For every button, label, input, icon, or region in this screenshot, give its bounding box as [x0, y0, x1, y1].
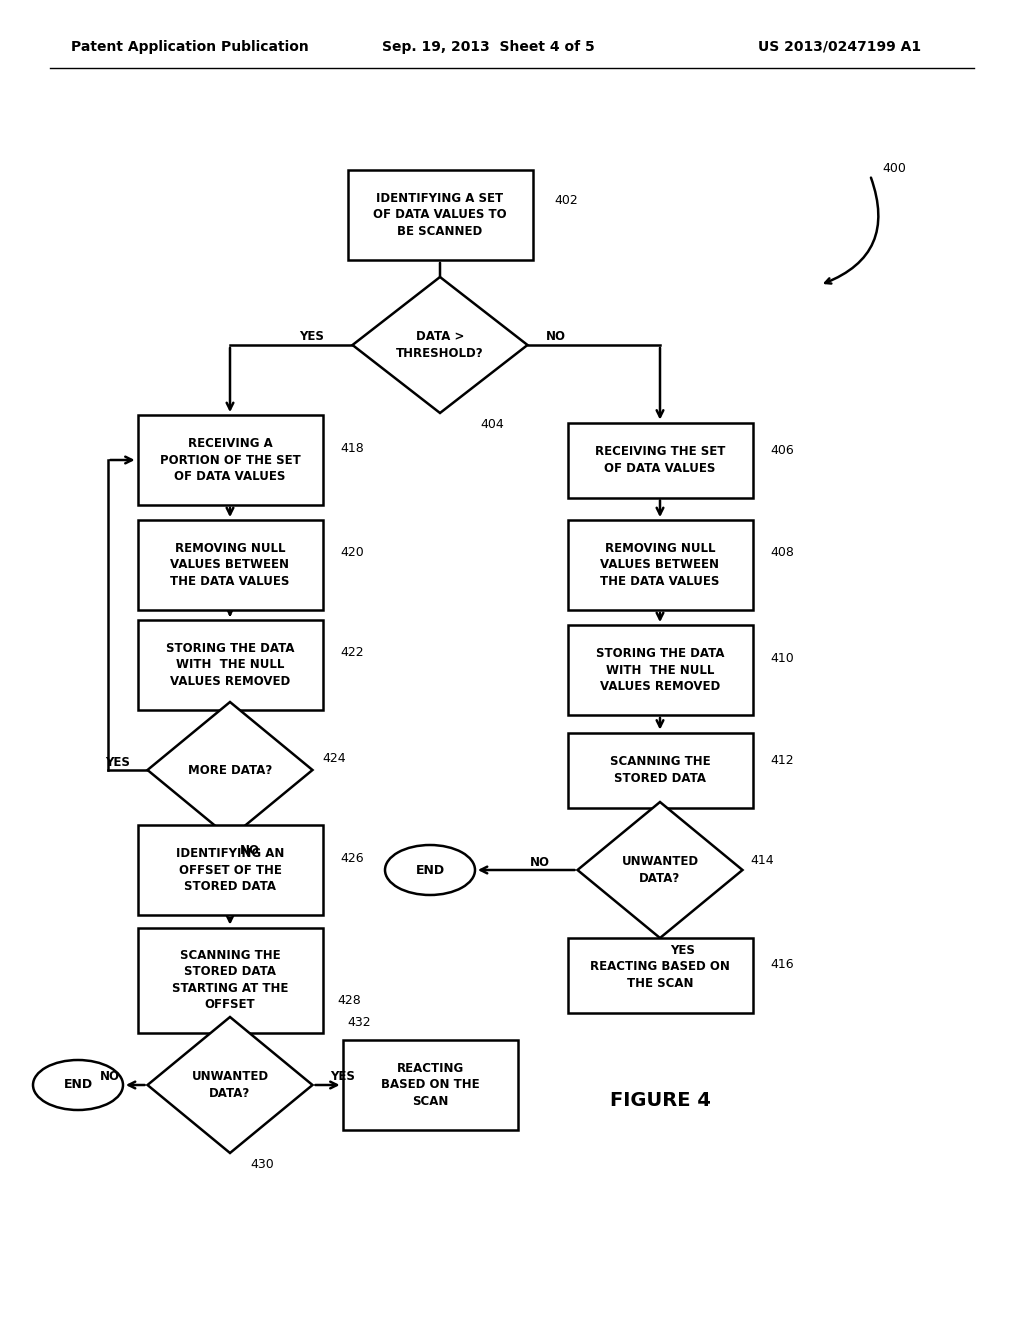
Text: 424: 424: [323, 751, 346, 764]
Text: 432: 432: [347, 1015, 371, 1028]
Text: STORING THE DATA
WITH  THE NULL
VALUES REMOVED: STORING THE DATA WITH THE NULL VALUES RE…: [596, 647, 724, 693]
Bar: [342, 1040, 517, 1130]
Text: MORE DATA?: MORE DATA?: [187, 763, 272, 776]
Text: 418: 418: [341, 441, 365, 454]
Text: NO: NO: [240, 843, 260, 857]
Bar: [137, 825, 323, 915]
Text: 422: 422: [341, 647, 365, 660]
Text: YES: YES: [300, 330, 325, 343]
Text: Patent Application Publication: Patent Application Publication: [71, 40, 309, 54]
Text: DATA >
THRESHOLD?: DATA > THRESHOLD?: [396, 330, 483, 360]
Text: NO: NO: [529, 855, 550, 869]
Text: STORING THE DATA
WITH  THE NULL
VALUES REMOVED: STORING THE DATA WITH THE NULL VALUES RE…: [166, 642, 294, 688]
Text: 416: 416: [770, 958, 795, 972]
Text: 428: 428: [338, 994, 361, 1006]
Bar: [567, 520, 753, 610]
Text: RECEIVING THE SET
OF DATA VALUES: RECEIVING THE SET OF DATA VALUES: [595, 445, 725, 475]
Text: 410: 410: [770, 652, 795, 664]
Text: UNWANTED
DATA?: UNWANTED DATA?: [191, 1071, 268, 1100]
Ellipse shape: [385, 845, 475, 895]
Text: YES: YES: [331, 1071, 355, 1084]
Text: 406: 406: [770, 444, 795, 457]
Text: NO: NO: [546, 330, 565, 343]
Bar: [567, 624, 753, 715]
Polygon shape: [147, 702, 312, 838]
Text: FIGURE 4: FIGURE 4: [609, 1090, 711, 1110]
Text: Sep. 19, 2013  Sheet 4 of 5: Sep. 19, 2013 Sheet 4 of 5: [382, 40, 594, 54]
Text: 412: 412: [770, 754, 795, 767]
Bar: [137, 414, 323, 506]
Bar: [137, 520, 323, 610]
Bar: [567, 733, 753, 808]
Bar: [567, 937, 753, 1012]
Text: IDENTIFYING AN
OFFSET OF THE
STORED DATA: IDENTIFYING AN OFFSET OF THE STORED DATA: [176, 847, 285, 894]
Text: 414: 414: [751, 854, 774, 866]
Polygon shape: [352, 277, 527, 413]
Text: REMOVING NULL
VALUES BETWEEN
THE DATA VALUES: REMOVING NULL VALUES BETWEEN THE DATA VA…: [170, 543, 290, 587]
Text: UNWANTED
DATA?: UNWANTED DATA?: [622, 855, 698, 884]
Text: 400: 400: [882, 161, 906, 174]
Text: REACTING BASED ON
THE SCAN: REACTING BASED ON THE SCAN: [590, 960, 730, 990]
Text: IDENTIFYING A SET
OF DATA VALUES TO
BE SCANNED: IDENTIFYING A SET OF DATA VALUES TO BE S…: [373, 191, 507, 238]
Text: YES: YES: [105, 755, 130, 768]
Text: SCANNING THE
STORED DATA: SCANNING THE STORED DATA: [609, 755, 711, 785]
Polygon shape: [578, 803, 742, 939]
Text: REMOVING NULL
VALUES BETWEEN
THE DATA VALUES: REMOVING NULL VALUES BETWEEN THE DATA VA…: [600, 543, 720, 587]
Text: YES: YES: [670, 944, 695, 957]
Text: NO: NO: [99, 1071, 120, 1084]
Bar: [137, 928, 323, 1032]
Text: SCANNING THE
STORED DATA
STARTING AT THE
OFFSET: SCANNING THE STORED DATA STARTING AT THE…: [172, 949, 288, 1011]
Bar: [137, 620, 323, 710]
Text: 404: 404: [480, 418, 504, 432]
Ellipse shape: [33, 1060, 123, 1110]
Bar: [347, 170, 532, 260]
Text: 402: 402: [555, 194, 579, 206]
Text: 430: 430: [250, 1159, 273, 1172]
Text: END: END: [63, 1078, 92, 1092]
Text: US 2013/0247199 A1: US 2013/0247199 A1: [759, 40, 922, 54]
Text: 420: 420: [341, 546, 365, 560]
Text: REACTING
BASED ON THE
SCAN: REACTING BASED ON THE SCAN: [381, 1063, 479, 1107]
Text: RECEIVING A
PORTION OF THE SET
OF DATA VALUES: RECEIVING A PORTION OF THE SET OF DATA V…: [160, 437, 300, 483]
Text: 426: 426: [341, 851, 365, 865]
Polygon shape: [147, 1016, 312, 1152]
Text: END: END: [416, 863, 444, 876]
Bar: [567, 422, 753, 498]
Text: 408: 408: [770, 546, 795, 560]
